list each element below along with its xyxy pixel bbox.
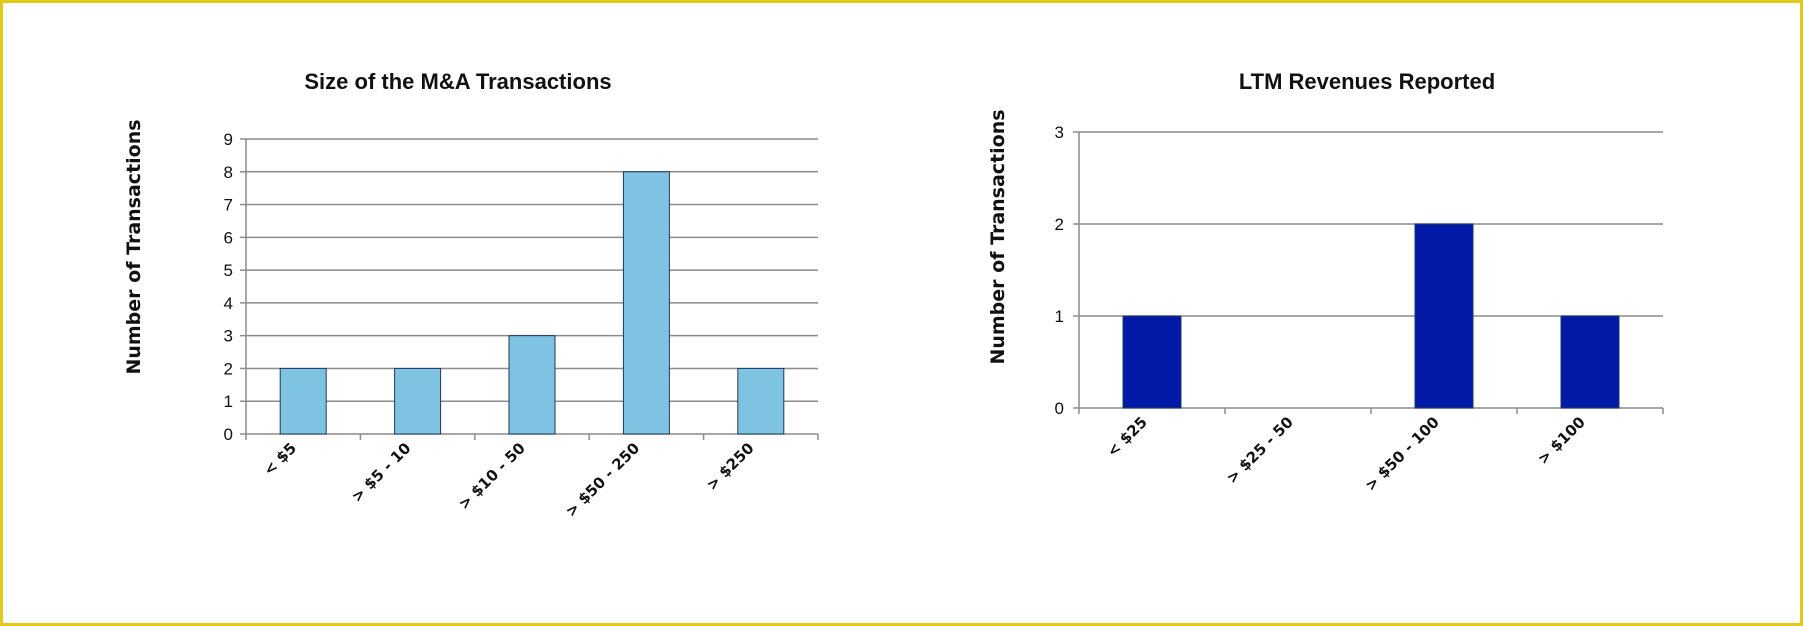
x-tick-label: > $100 <box>1534 413 1589 468</box>
y-tick-label: 9 <box>224 130 233 149</box>
y-axis-title: Number of Transactions <box>123 119 145 374</box>
y-tick-label: 2 <box>224 359 233 378</box>
y-tick-label: 7 <box>224 196 233 215</box>
x-tick-label: > $5 - 10 <box>348 439 415 506</box>
x-tick-label: > $250 <box>703 439 758 494</box>
y-tick-label: 0 <box>224 425 233 444</box>
bar <box>1122 315 1182 409</box>
y-tick-label: 3 <box>224 327 233 346</box>
y-tick-label: 5 <box>224 261 233 280</box>
bar <box>1414 223 1474 409</box>
y-tick-label: 4 <box>224 294 233 313</box>
chart-title: LTM Revenues Reported <box>1239 69 1495 94</box>
bar <box>737 367 785 435</box>
chart-title: Size of the M&A Transactions <box>304 69 611 94</box>
x-tick-label: > $25 - 50 <box>1223 413 1297 487</box>
y-tick-label: 1 <box>1055 307 1064 326</box>
y-tick-label: 0 <box>1055 399 1064 418</box>
y-tick-label: 3 <box>1055 123 1064 142</box>
x-tick-label: > $50 - 100 <box>1361 413 1442 494</box>
charts-canvas: Size of the M&A Transactions Number of T… <box>123 69 1664 520</box>
chart-ltm-revenues: LTM Revenues Reported Number of Transact… <box>987 69 1664 494</box>
x-tick-label: > $50 - 250 <box>562 439 643 520</box>
y-tick-label: 8 <box>224 163 233 182</box>
chart-transaction-size: Size of the M&A Transactions Number of T… <box>123 69 819 520</box>
bar <box>1560 315 1620 409</box>
bar <box>394 367 442 435</box>
y-tick-label: 6 <box>224 228 233 247</box>
x-tick-label: < $25 <box>1103 413 1150 460</box>
y-tick-label: 1 <box>224 392 233 411</box>
x-tick-label: > $10 - 50 <box>455 439 529 513</box>
y-axis-title: Number of Transactions <box>987 109 1009 364</box>
bar <box>622 171 670 435</box>
x-tick-label: < $5 <box>260 439 300 479</box>
bar <box>508 335 556 435</box>
bar <box>279 367 327 435</box>
y-tick-label: 2 <box>1055 215 1064 234</box>
